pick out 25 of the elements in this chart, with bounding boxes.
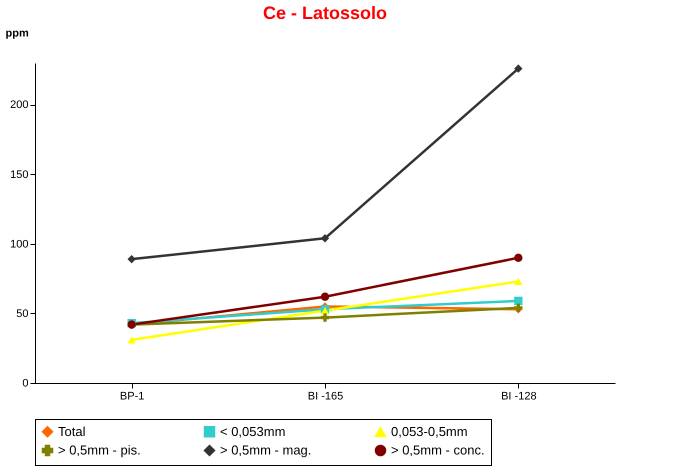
legend-label: < 0,053mm — [220, 424, 286, 439]
legend-label: > 0,5mm - conc. — [391, 442, 485, 458]
x-tick-label: BI -128 — [501, 390, 537, 402]
y-tick-label: 0 — [22, 378, 28, 390]
point — [320, 234, 330, 242]
legend-label: > 0,5mm - mag. — [220, 442, 312, 458]
point — [320, 313, 330, 322]
y-tick-label: 50 — [16, 308, 28, 320]
y-tick-label: 100 — [10, 238, 28, 250]
legend-label: Total — [58, 424, 86, 439]
point — [514, 254, 523, 262]
chart-title: Ce - Latossolo — [262, 3, 388, 23]
point — [127, 336, 136, 344]
point — [320, 292, 330, 301]
point — [127, 254, 136, 264]
y-tick-label: 200 — [10, 99, 28, 112]
point — [514, 64, 523, 73]
legend-label: > 0,5mm - pis. — [58, 442, 141, 458]
point — [514, 278, 523, 286]
x-tick-label: BI -165 — [308, 390, 344, 402]
y-tick-label: 150 — [10, 168, 28, 181]
x-tick-label: BP-1 — [120, 390, 144, 402]
legend-label: 0,053-0,5mm — [391, 424, 468, 440]
point — [514, 296, 523, 306]
y-axis-title: ppm — [6, 28, 29, 40]
